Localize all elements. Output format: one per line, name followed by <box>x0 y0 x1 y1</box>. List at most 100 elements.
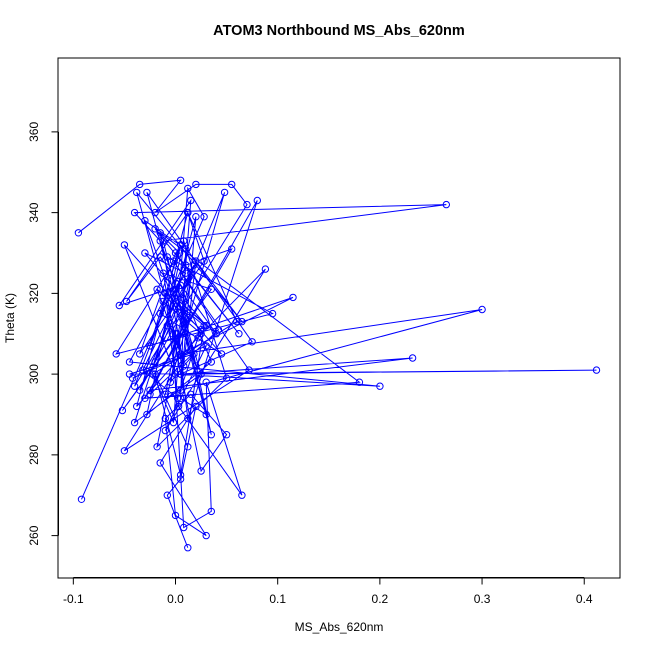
x-tick-label: 0.0 <box>167 592 184 606</box>
data-point <box>169 257 178 265</box>
data-point <box>192 180 200 189</box>
data-point <box>156 253 164 261</box>
y-tick-label: 260 <box>27 525 41 545</box>
data-point <box>151 370 159 378</box>
data-point <box>187 196 195 205</box>
data-point <box>182 245 190 253</box>
x-tick-label: 0.4 <box>576 592 593 606</box>
data-point <box>243 200 251 209</box>
data-point <box>166 378 175 386</box>
data-point <box>176 350 185 358</box>
chart-title: ATOM3 Northbound MS_Abs_620nm <box>213 23 465 39</box>
data-point <box>176 471 185 479</box>
data-point <box>176 241 185 249</box>
data-point <box>180 362 188 370</box>
data-point <box>222 374 231 382</box>
data-point <box>200 257 208 265</box>
data-point <box>235 330 243 338</box>
data-point <box>136 350 144 358</box>
data-point <box>175 249 184 257</box>
data-point <box>112 350 120 358</box>
data-point <box>166 289 175 298</box>
data-point <box>139 366 147 374</box>
data-point <box>153 443 161 451</box>
data-point <box>156 229 164 237</box>
data-point <box>163 322 172 330</box>
data-point <box>159 237 167 245</box>
data-point <box>184 313 192 322</box>
data-point <box>202 531 210 540</box>
data-point <box>176 475 185 483</box>
data-point <box>174 402 183 411</box>
data-point <box>156 237 164 245</box>
data-point <box>207 358 216 366</box>
data-point <box>182 269 190 277</box>
data-point <box>130 418 139 427</box>
data-point <box>133 188 141 197</box>
data-point <box>376 382 384 390</box>
y-tick-label: 320 <box>27 283 41 303</box>
plot-frame <box>57 57 621 579</box>
data-point <box>156 459 164 467</box>
data-point <box>141 394 149 402</box>
data-point <box>171 285 180 293</box>
data-point <box>118 406 127 415</box>
data-point <box>120 241 129 249</box>
data-point <box>190 261 198 269</box>
series-line <box>78 179 597 500</box>
data-point <box>408 354 417 362</box>
data-point <box>478 305 486 314</box>
data-point <box>355 378 364 386</box>
data-point <box>245 366 253 374</box>
series-layer <box>74 176 601 552</box>
data-point <box>141 217 149 225</box>
data-point <box>197 370 205 378</box>
data-point <box>176 281 185 289</box>
data-point <box>220 188 229 197</box>
data-point <box>115 301 124 310</box>
data-point <box>161 426 170 435</box>
data-point <box>202 322 210 330</box>
data-point <box>253 196 261 205</box>
data-point <box>214 326 223 334</box>
data-point <box>146 390 154 398</box>
data-point <box>125 358 134 366</box>
data-point <box>163 491 172 499</box>
x-tick-label: 0.2 <box>372 592 389 606</box>
data-point <box>184 544 192 552</box>
data-point <box>238 491 246 499</box>
data-point <box>143 410 151 419</box>
data-point <box>192 213 200 221</box>
data-point <box>171 511 180 520</box>
data-point <box>202 342 210 350</box>
data-point <box>184 208 192 217</box>
data-point <box>289 293 297 302</box>
data-point <box>592 366 601 374</box>
data-point <box>149 370 157 378</box>
data-point <box>151 208 159 217</box>
data-point <box>133 402 141 411</box>
data-point <box>173 330 182 338</box>
data-point <box>146 342 154 350</box>
data-point <box>176 176 185 185</box>
data-point <box>187 269 195 277</box>
data-point <box>190 350 198 358</box>
series-line <box>154 292 243 548</box>
data-point <box>125 370 134 378</box>
data-point <box>222 431 231 439</box>
x-axis: -0.1 0.0 0.1 0.2 0.3 0.4 <box>63 577 593 606</box>
data-point <box>207 507 216 516</box>
data-point <box>261 265 270 273</box>
data-point <box>163 253 172 261</box>
data-point <box>197 467 205 475</box>
data-point <box>192 257 200 265</box>
x-tick-label: 0.3 <box>474 592 491 606</box>
data-point <box>151 358 159 366</box>
data-point <box>136 180 144 189</box>
data-point <box>161 289 170 298</box>
data-point <box>171 249 180 257</box>
x-axis-title: MS_Abs_620nm <box>295 620 384 634</box>
data-point <box>228 180 236 189</box>
data-point <box>268 309 277 318</box>
